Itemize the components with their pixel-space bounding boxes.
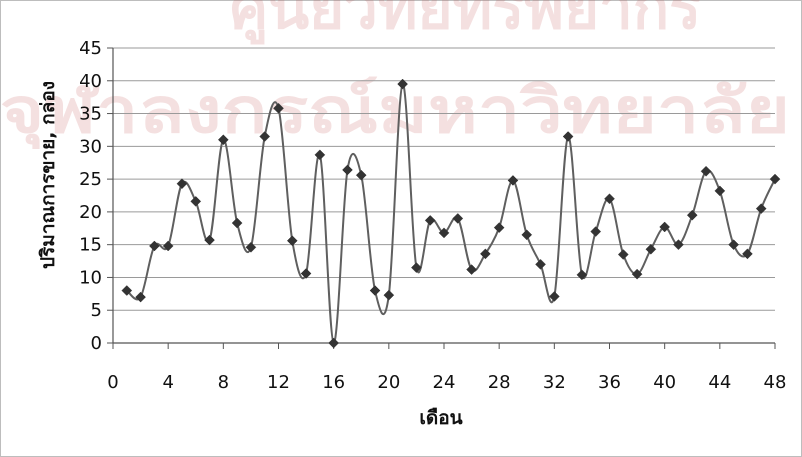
y-tick-label: 30 xyxy=(79,136,102,157)
data-point xyxy=(590,226,602,237)
x-tick-label: 40 xyxy=(653,372,676,393)
y-tick-label: 45 xyxy=(79,38,102,59)
data-point xyxy=(314,149,326,161)
data-point xyxy=(217,134,229,146)
data-point xyxy=(673,239,684,251)
y-tick-label: 20 xyxy=(79,202,102,223)
data-point xyxy=(162,240,174,252)
x-tick-label: 20 xyxy=(377,372,400,393)
y-tick-label: 15 xyxy=(79,235,102,256)
x-tick-label: 48 xyxy=(764,372,787,393)
data-point xyxy=(507,175,519,186)
data-point xyxy=(604,193,615,205)
x-axis-label: เดือน xyxy=(419,407,462,429)
data-point xyxy=(645,243,657,255)
x-tick-label: 44 xyxy=(708,372,731,393)
data-point xyxy=(259,131,271,142)
data-point xyxy=(204,234,215,246)
x-tick-labels: 0 4 8 12 16 20 24 28 32 36 40 44 48 xyxy=(107,372,786,393)
x-tick-label: 4 xyxy=(162,372,173,393)
data-point xyxy=(383,289,395,301)
data-point xyxy=(466,264,477,275)
x-tick-label: 28 xyxy=(488,372,511,393)
data-point xyxy=(742,248,753,260)
data-point xyxy=(480,248,491,260)
x-tick-label: 24 xyxy=(433,372,456,393)
y-tick-labels: 0 5 10 15 20 25 30 35 40 45 xyxy=(79,38,102,354)
x-tick-label: 0 xyxy=(107,372,118,393)
x-tick-label: 12 xyxy=(267,372,290,393)
data-point xyxy=(135,291,146,303)
data-point xyxy=(728,239,739,251)
data-point xyxy=(617,249,629,260)
data-point xyxy=(686,209,698,221)
x-tick-label: 32 xyxy=(543,372,566,393)
data-point xyxy=(576,269,588,281)
data-point xyxy=(190,196,202,207)
data-point xyxy=(548,291,560,302)
y-tick-label: 5 xyxy=(91,300,102,321)
x-tick-label: 16 xyxy=(322,372,345,393)
data-point xyxy=(397,78,408,90)
data-point xyxy=(245,241,257,253)
data-point xyxy=(535,258,546,270)
data-point xyxy=(521,229,533,241)
data-point xyxy=(411,262,422,273)
x-tick-label: 36 xyxy=(598,372,621,393)
data-point xyxy=(562,131,574,142)
data-point xyxy=(273,102,284,114)
y-tick-label: 40 xyxy=(79,71,102,92)
y-tick-label: 10 xyxy=(79,267,102,288)
y-tick-label: 35 xyxy=(79,104,102,125)
data-point xyxy=(176,178,188,190)
y-tick-label: 0 xyxy=(91,333,102,354)
data-point xyxy=(438,227,450,239)
data-point xyxy=(149,240,160,252)
data-point xyxy=(493,222,505,233)
data-point xyxy=(286,235,298,247)
data-point xyxy=(121,285,133,296)
data-point xyxy=(452,213,464,224)
data-markers xyxy=(121,78,781,349)
data-point xyxy=(300,268,312,279)
data-point xyxy=(342,164,353,176)
data-point xyxy=(328,337,340,349)
y-tick-label: 25 xyxy=(79,169,102,190)
plot-area: 0 4 8 12 16 20 24 28 32 36 40 44 48 0510152025303540… xyxy=(79,38,786,393)
axes xyxy=(112,48,776,349)
data-point xyxy=(659,221,671,233)
data-point xyxy=(755,203,767,214)
data-point xyxy=(355,169,367,181)
data-point xyxy=(769,173,781,185)
watermark: ศูนย์วิทยทรัพยากร จุฬาลงกรณ์มหาวิทยาลัย xyxy=(0,0,790,149)
data-point xyxy=(369,285,381,296)
x-tick-label: 8 xyxy=(218,372,229,393)
data-point xyxy=(231,217,243,229)
data-point xyxy=(424,215,436,226)
watermark-line-2: จุฬาลงกรณ์มหาวิทยาลัย xyxy=(0,74,790,149)
data-point xyxy=(714,185,726,197)
data-point xyxy=(700,165,712,177)
watermark-line-1: ศูนย์วิทยทรัพยากร xyxy=(230,0,701,45)
gridlines xyxy=(107,47,775,344)
data-point xyxy=(631,268,643,280)
y-axis-label: ปริมาณการขาย, กล่อง xyxy=(37,81,59,269)
